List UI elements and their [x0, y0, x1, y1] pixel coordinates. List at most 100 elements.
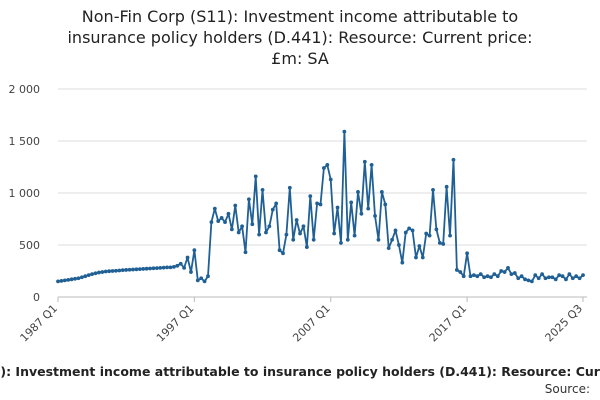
data-point	[577, 276, 582, 281]
data-point	[403, 230, 408, 235]
data-point	[175, 263, 180, 268]
data-point	[134, 267, 139, 272]
data-point	[206, 274, 210, 279]
data-point	[397, 243, 401, 247]
data-point	[523, 277, 527, 282]
y-axis: 0 500 1 000 1 500 2 000	[9, 83, 41, 304]
data-point	[437, 241, 442, 245]
data-point	[495, 274, 500, 279]
data-point	[359, 211, 364, 216]
data-point	[550, 275, 555, 280]
data-point	[247, 197, 251, 202]
data-point	[502, 270, 507, 274]
data-point	[342, 129, 347, 134]
data-point	[172, 264, 176, 269]
gridlines	[58, 88, 587, 298]
data-point	[519, 274, 524, 279]
data-point	[444, 184, 449, 189]
data-point	[243, 250, 248, 255]
y-tick-label: 1 500	[9, 135, 41, 148]
data-point	[400, 260, 405, 265]
data-point	[574, 274, 579, 279]
data-point	[270, 207, 275, 212]
data-point	[362, 159, 367, 164]
data-point	[59, 278, 64, 283]
data-point	[76, 276, 81, 281]
data-point	[393, 228, 398, 233]
data-point	[441, 242, 446, 246]
data-point	[240, 224, 244, 229]
data-point	[356, 190, 360, 194]
data-point	[97, 270, 101, 275]
data-point	[229, 227, 234, 232]
data-point	[216, 219, 221, 223]
data-point	[264, 230, 268, 235]
data-point	[315, 201, 319, 206]
data-point	[178, 261, 183, 266]
data-point	[253, 174, 258, 179]
data-point	[100, 270, 105, 274]
data-point	[294, 218, 299, 222]
data-point	[298, 231, 302, 236]
data-point	[512, 271, 517, 275]
data-point	[168, 265, 173, 270]
data-point	[478, 272, 483, 277]
data-point	[557, 273, 562, 278]
data-point	[335, 205, 340, 210]
data-point	[345, 237, 350, 242]
data-point	[529, 279, 534, 284]
source-label: Source:	[544, 382, 590, 396]
chart-title: Non-Fin Corp (S11): Investment income at…	[67, 7, 533, 68]
data-point	[56, 279, 60, 284]
data-point	[369, 163, 374, 167]
data-point	[383, 202, 388, 207]
data-point	[581, 273, 585, 278]
data-point	[284, 232, 289, 237]
data-point	[107, 269, 112, 274]
data-point	[352, 233, 357, 238]
data-point	[526, 278, 531, 283]
data-point	[339, 241, 343, 245]
data-point	[472, 273, 476, 278]
legend-entry: Non-Fin Corp (S11): Investment income at…	[0, 364, 600, 379]
data-point	[461, 274, 466, 279]
data-point	[86, 273, 91, 278]
x-tick-label: 2017 Q1	[427, 302, 470, 345]
data-point	[158, 265, 163, 270]
data-point	[390, 237, 394, 242]
data-point	[301, 224, 306, 229]
data-point	[410, 228, 415, 233]
data-point	[414, 255, 418, 260]
data-point	[233, 203, 238, 208]
data-point	[151, 266, 156, 271]
data-point	[165, 265, 169, 270]
data-point	[489, 275, 493, 280]
data-point	[516, 276, 521, 281]
data-point	[533, 273, 538, 278]
data-point	[373, 213, 377, 218]
data-point	[407, 226, 412, 231]
data-point	[485, 274, 490, 279]
data-point	[564, 277, 568, 282]
data-point	[185, 255, 190, 260]
data-point	[124, 268, 129, 272]
series-group	[56, 129, 585, 284]
data-point	[219, 216, 224, 220]
data-point	[349, 200, 354, 205]
x-axis: 1987 Q1 1997 Q1 2007 Q1 2017 Q1 2025 Q3	[18, 297, 585, 345]
y-tick-label: 0	[33, 291, 40, 304]
data-point	[328, 177, 333, 182]
data-point	[287, 185, 292, 190]
data-point	[304, 245, 309, 249]
y-tick-label: 500	[19, 239, 40, 252]
data-point	[212, 206, 217, 211]
data-point	[570, 276, 575, 281]
data-point	[509, 272, 514, 277]
data-point	[83, 274, 88, 279]
data-point	[567, 272, 572, 277]
data-point	[110, 269, 115, 273]
data-point	[127, 267, 132, 272]
data-point	[499, 269, 504, 273]
data-point	[431, 187, 435, 192]
